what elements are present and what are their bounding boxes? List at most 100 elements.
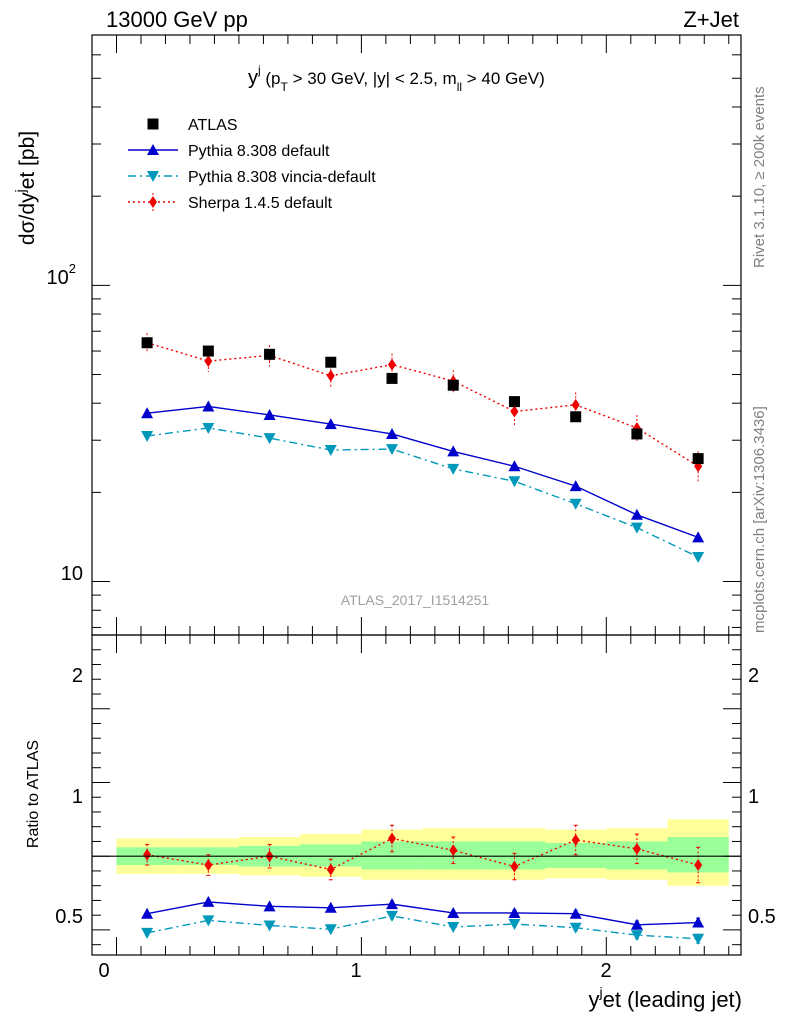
rivet-label: Rivet 3.1.10, ≥ 200k events	[751, 86, 768, 268]
plot-title: yj (pT > 30 GeV, |y| < 2.5, mll > 40 GeV…	[248, 63, 545, 94]
ratio-line-pythia-8-308-default	[146, 901, 699, 926]
ratio-tick-label-right-1: 1	[748, 786, 759, 808]
data-point-pythia-8-308-vincia-default	[202, 422, 215, 434]
ratio-point-sherpa-1-4-5-default	[204, 859, 213, 872]
ratio-point-pythia-8-308-vincia-default	[692, 933, 705, 945]
series-line-sherpa-1-4-5-default	[146, 342, 699, 467]
legend-label-pythia-default: Pythia 8.308 default	[188, 143, 330, 160]
legend-label-sherpa: Sherpa 1.4.5 default	[188, 195, 333, 212]
data-point-pythia-8-308-vincia-default	[508, 476, 521, 488]
ratio-point-pythia-8-308-default	[263, 900, 276, 912]
data-point-pythia-8-308-default	[263, 408, 276, 420]
data-point-pythia-8-308-default	[324, 418, 337, 430]
data-point-pythia-8-308-default	[630, 508, 643, 520]
data-point-atlas	[631, 428, 643, 440]
main-plot-layer	[141, 333, 705, 564]
data-point-atlas	[570, 411, 582, 423]
axis-ticks	[92, 34, 741, 955]
ratio-point-sherpa-1-4-5-default	[449, 844, 458, 857]
ratio-point-pythia-8-308-vincia-default	[630, 930, 643, 942]
data-point-sherpa-1-4-5-default	[204, 355, 213, 368]
ratio-point-pythia-8-308-vincia-default	[141, 927, 154, 939]
mcplots-label: mcplots.cern.ch [arXiv:1306.3436]	[751, 406, 768, 633]
ratio-point-pythia-8-308-default	[692, 916, 705, 928]
data-point-pythia-8-308-vincia-default	[569, 498, 582, 510]
ratio-point-pythia-8-308-vincia-default	[202, 915, 215, 927]
data-point-pythia-8-308-vincia-default	[447, 463, 460, 475]
ratio-point-pythia-8-308-default	[630, 918, 643, 930]
ratio-point-pythia-8-308-default	[141, 907, 154, 919]
ratio-point-pythia-8-308-default	[202, 895, 215, 907]
ratio-point-pythia-8-308-vincia-default	[263, 920, 276, 932]
data-point-pythia-8-308-vincia-default	[630, 522, 643, 534]
ratio-point-pythia-8-308-default	[447, 906, 460, 918]
ratio-tick-label-1: 1	[72, 786, 83, 808]
data-point-atlas	[508, 396, 520, 408]
ratio-line-pythia-8-308-vincia-default	[146, 915, 699, 940]
ratio-tick-label-right-0.5: 0.5	[748, 906, 776, 928]
data-point-atlas	[264, 348, 276, 360]
data-point-atlas	[447, 379, 459, 391]
y-axis-label: dσ/dyjet [pb]	[12, 131, 39, 245]
ratio-point-sherpa-1-4-5-default	[326, 863, 335, 876]
data-point-atlas	[692, 453, 704, 465]
ratio-tick-label-right-2: 2	[748, 665, 759, 687]
legend-marker-pythia-8-308-vincia-default	[147, 171, 159, 182]
ratio-plot-frame	[91, 634, 742, 956]
series-line-pythia-8-308-vincia-default	[147, 427, 699, 558]
ratio-point-sherpa-1-4-5-default	[388, 832, 397, 845]
data-point-atlas	[141, 337, 153, 349]
data-point-pythia-8-308-vincia-default	[386, 444, 399, 456]
data-point-atlas	[386, 372, 398, 384]
data-point-pythia-8-308-default	[569, 480, 582, 492]
data-point-sherpa-1-4-5-default	[510, 405, 519, 418]
ratio-point-sherpa-1-4-5-default	[510, 860, 519, 873]
x-tick-label-1: 1	[350, 960, 361, 982]
data-point-pythia-8-308-vincia-default	[141, 430, 154, 442]
y-tick-label-100: 102	[47, 261, 76, 289]
data-point-pythia-8-308-default	[202, 400, 215, 412]
data-point-sherpa-1-4-5-default	[326, 369, 335, 382]
ratio-plot-layer	[141, 824, 705, 945]
band-green-bin	[300, 844, 362, 867]
data-point-pythia-8-308-default	[447, 445, 460, 457]
series-line-pythia-8-308-default	[147, 405, 699, 539]
ratio-point-sherpa-1-4-5-default	[632, 842, 641, 855]
data-point-pythia-8-308-default	[386, 427, 399, 439]
legend: ATLAS Pythia 8.308 default Pythia 8.308 …	[128, 117, 376, 212]
data-point-atlas	[325, 356, 337, 368]
ratio-line-sherpa-1-4-5-default	[146, 837, 699, 871]
ratio-tick-label-0.5: 0.5	[55, 906, 83, 928]
y-tick-label-10: 10	[61, 563, 83, 585]
data-point-pythia-8-308-default	[692, 531, 705, 543]
data-point-sherpa-1-4-5-default	[388, 358, 397, 371]
data-point-atlas	[202, 345, 214, 357]
legend-label-atlas: ATLAS	[188, 117, 238, 134]
x-tick-label-2: 2	[600, 960, 611, 982]
data-point-pythia-8-308-vincia-default	[263, 433, 276, 445]
data-point-sherpa-1-4-5-default	[571, 398, 580, 411]
x-axis-label: yjet (leading jet)	[588, 984, 742, 1012]
ratio-point-pythia-8-308-vincia-default	[508, 919, 521, 931]
ratio-point-sherpa-1-4-5-default	[143, 848, 152, 861]
legend-label-pythia-vincia: Pythia 8.308 vincia-default	[188, 169, 376, 186]
ratio-point-pythia-8-308-vincia-default	[324, 924, 337, 936]
ratio-point-sherpa-1-4-5-default	[694, 859, 703, 872]
ratio-point-pythia-8-308-default	[386, 898, 399, 910]
data-point-pythia-8-308-default	[508, 460, 521, 472]
data-point-pythia-8-308-default	[141, 407, 154, 419]
x-tick-label-0: 0	[98, 960, 109, 982]
ratio-point-pythia-8-308-default	[569, 907, 582, 919]
data-point-pythia-8-308-vincia-default	[324, 445, 337, 457]
ratio-point-pythia-8-308-vincia-default	[569, 922, 582, 934]
data-point-pythia-8-308-vincia-default	[692, 552, 705, 564]
legend-marker-atlas	[147, 118, 159, 130]
header-left: 13000 GeV pp	[106, 7, 248, 32]
ratio-point-pythia-8-308-vincia-default	[447, 921, 460, 933]
ratio-point-pythia-8-308-vincia-default	[386, 910, 399, 922]
ratio-axis-label: Ratio to ATLAS	[25, 740, 42, 848]
legend-marker-pythia-8-308-default	[147, 144, 159, 155]
analysis-watermark: ATLAS_2017_I1514251	[341, 592, 490, 608]
ratio-point-sherpa-1-4-5-default	[571, 833, 580, 846]
